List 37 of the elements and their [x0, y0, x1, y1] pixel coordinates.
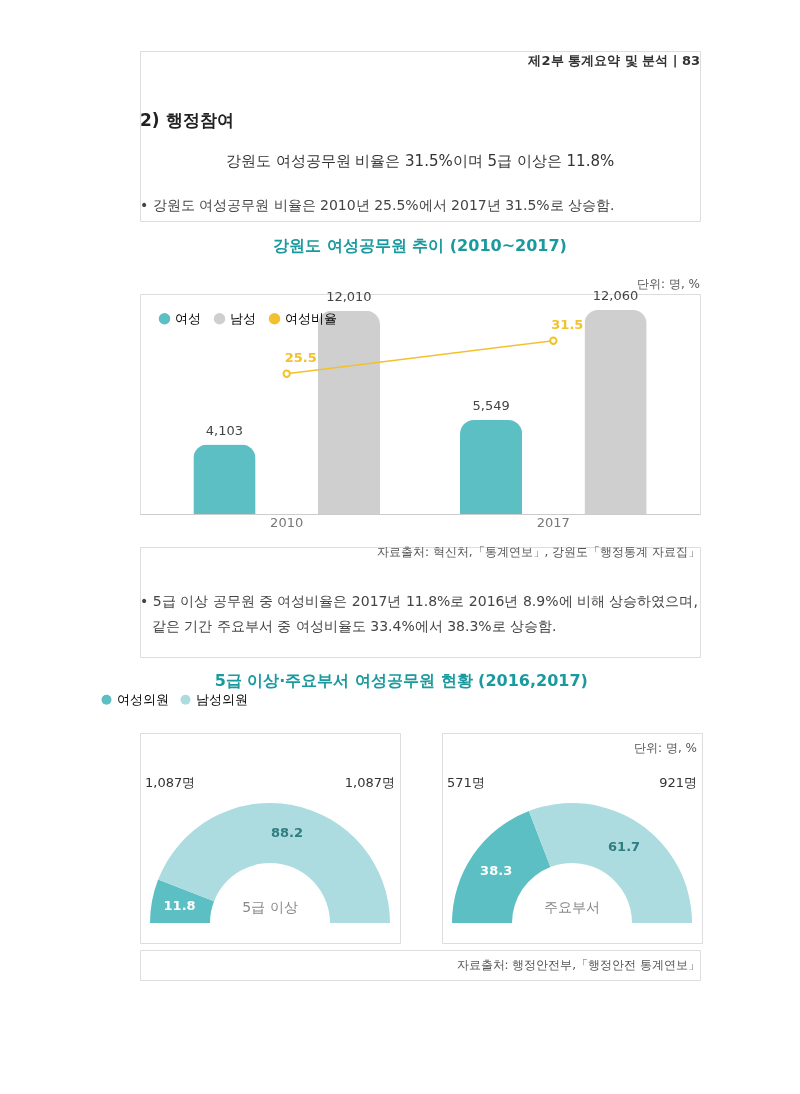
- x-tick-label: 2010: [270, 514, 304, 530]
- text: 같은 기간 주요부서 중 여성비율도 33.4%에서 38.3%로 상승함.: [152, 618, 557, 634]
- text: 제2부 통계요약 및 분석 | 83: [527, 53, 700, 68]
- legend-label: 여성: [175, 310, 201, 326]
- text: 강원도 여성공무원 비율은 31.5%이며 5급 이상은 11.8%: [225, 152, 615, 170]
- legend-label: 여성비율: [285, 310, 337, 326]
- legend-label: 여성의원: [117, 691, 169, 707]
- data-label: 11.8: [163, 898, 196, 914]
- data-label: 4,103: [205, 422, 244, 438]
- data-label: 12,010: [326, 288, 372, 304]
- data-label: 61.7: [608, 839, 641, 855]
- text: 921명: [659, 775, 697, 790]
- data-label: 88.2: [270, 824, 303, 840]
- bar: [460, 420, 523, 514]
- chart-title: 강원도 여성공무원 추이 (2010~2017): [273, 236, 567, 255]
- legend-label: 남성의원: [196, 691, 248, 707]
- text: 자료출처: 혁신처,「통계연보」, 강원도「행정통계 자료집」: [376, 545, 700, 559]
- text: 단위: 명, %: [634, 741, 697, 755]
- chart-title: 5급 이상·주요부서 여성공무원 현황 (2016,2017): [214, 671, 588, 690]
- text: • 강원도 여성공무원 비율은 2010년 25.5%에서 2017년 31.5%로 상승함.: [140, 197, 615, 213]
- bar: [193, 444, 256, 514]
- data-label: 38.3: [480, 862, 513, 878]
- slice-label: 주요부서: [544, 899, 600, 915]
- text: 자료출처: 행정안전부,「행정안전 통계연보」: [456, 958, 700, 972]
- x-tick-label: 2017: [536, 514, 570, 530]
- text: 1,087명: [145, 775, 196, 790]
- text: 2) 행정참여: [140, 110, 234, 130]
- text: 1,087명: [344, 775, 395, 790]
- data-label: 31.5: [551, 316, 584, 332]
- data-label: 5,549: [472, 398, 510, 414]
- data-label: 25.5: [284, 349, 317, 365]
- slice-label: 5급 이상: [242, 899, 298, 915]
- data-label: 12,060: [592, 287, 639, 303]
- text: 단위: 명, %: [637, 277, 700, 291]
- text: • 5급 이상 공무원 중 여성비율은 2017년 11.8%로 2016년 8.9%에 비해 상승하였으며,: [140, 593, 698, 609]
- legend-label: 남성: [230, 310, 256, 326]
- text: 571명: [447, 775, 485, 790]
